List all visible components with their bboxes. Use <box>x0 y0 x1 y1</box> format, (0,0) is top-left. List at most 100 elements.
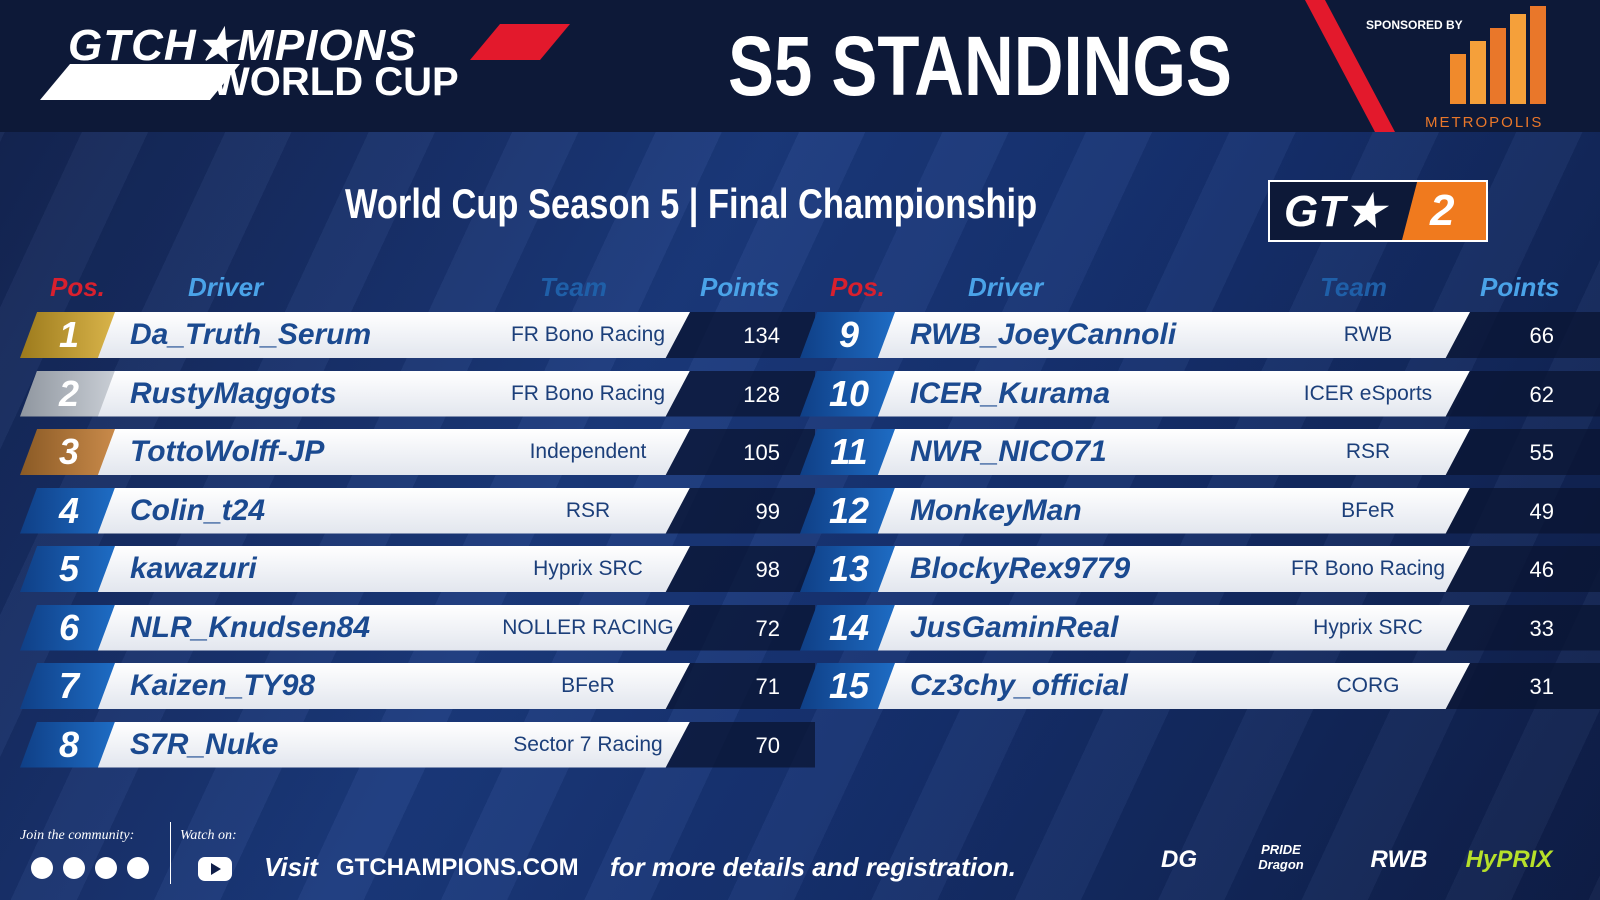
driver-band <box>82 312 690 358</box>
position-tab <box>800 487 895 534</box>
points: 105 <box>743 440 780 465</box>
team-name: FR Bono Racing <box>1290 557 1446 580</box>
tail-text: for more details and registration. <box>610 852 1016 882</box>
driver-name: S7R_Nuke <box>130 727 279 761</box>
driver-name: RWB_JoeyCannoli <box>910 318 1177 351</box>
position: 8 <box>58 723 80 765</box>
driver-name: MonkeyMan <box>910 493 1082 527</box>
team-name: NOLLER RACING <box>502 615 674 639</box>
logo-line2: WORLD CUP <box>212 60 459 104</box>
points: 49 <box>1529 498 1554 524</box>
points: 128 <box>743 381 780 407</box>
position: 14 <box>828 606 870 648</box>
partner-logo: DG <box>1161 846 1197 873</box>
points: 99 <box>755 498 780 524</box>
position: 7 <box>58 665 80 706</box>
sponsor-label: SPONSORED BY <box>1366 18 1463 32</box>
team-name: BFeR <box>1341 498 1395 522</box>
site-text: GTCHAMPIONS.COM <box>336 854 579 881</box>
visit-text: Visit <box>264 852 318 882</box>
position-tab <box>20 370 115 417</box>
team-name: ICER eSports <box>1303 381 1433 405</box>
position: 12 <box>828 489 870 531</box>
social-icons <box>31 857 232 881</box>
driver-band <box>82 487 690 534</box>
driver-name: ICER_Kurama <box>910 376 1111 410</box>
driver-band <box>862 546 1470 592</box>
sponsor-icon <box>1450 6 1546 104</box>
logo-slash <box>40 64 240 100</box>
position-tab <box>800 429 895 475</box>
driver-name: JusGaminReal <box>910 610 1119 644</box>
driver-name: NWR_NICO71 <box>910 435 1107 468</box>
position: 4 <box>58 489 80 531</box>
column-header: Points <box>700 272 780 302</box>
driver-band <box>862 604 1470 651</box>
driver-band <box>862 663 1470 709</box>
points: 33 <box>1529 615 1554 641</box>
driver-band <box>862 429 1470 475</box>
position: 13 <box>828 548 870 589</box>
driver-name: Colin_t24 <box>130 493 266 527</box>
red-slash <box>1305 0 1395 132</box>
position-tab <box>20 663 115 709</box>
badge-box <box>1402 182 1486 240</box>
divider <box>170 822 171 884</box>
watch-text: Watch on: <box>180 828 237 843</box>
points: 71 <box>755 674 780 699</box>
position-tab <box>20 487 115 534</box>
sponsor-name: METROPOLIS <box>1425 114 1544 131</box>
subtitle: World Cup Season 5 | Final Championship <box>345 180 1038 227</box>
position-tab <box>800 663 895 709</box>
team-name: Hyprix SRC <box>533 557 643 580</box>
position: 2 <box>58 372 80 414</box>
position: 11 <box>830 431 868 472</box>
column-header: Pos. <box>830 272 885 302</box>
driver-name: TottoWolff-JP <box>130 435 325 468</box>
driver-band <box>82 429 690 475</box>
logo-line1: GTCH★MPIONS <box>68 21 417 70</box>
driver-name: kawazuri <box>130 552 257 585</box>
team-name: Sector 7 Racing <box>513 732 663 756</box>
column-header: Team <box>540 272 607 302</box>
points: 62 <box>1529 381 1554 407</box>
column-header: Points <box>1480 272 1560 302</box>
team-name: CORG <box>1336 674 1400 697</box>
points: 66 <box>1529 323 1554 348</box>
position-tab <box>20 429 115 475</box>
team-name: FR Bono Racing <box>510 381 666 405</box>
position-tab <box>800 604 895 651</box>
team-name: BFeR <box>561 674 615 697</box>
driver-band <box>862 487 1470 534</box>
driver-band <box>82 370 690 417</box>
position-tab <box>20 604 115 651</box>
points: 55 <box>1529 440 1554 465</box>
position: 15 <box>828 665 870 706</box>
position: 6 <box>58 606 80 648</box>
team-name: RWB <box>1343 323 1393 346</box>
points: 70 <box>755 732 780 758</box>
position-tab <box>20 546 115 592</box>
driver-name: RustyMaggots <box>130 376 337 410</box>
driver-band <box>82 546 690 592</box>
page-title: S5 STANDINGS <box>728 19 1232 113</box>
position-tab <box>800 546 895 592</box>
team-name: Hyprix SRC <box>1313 615 1423 639</box>
points: 72 <box>755 615 780 641</box>
points: 134 <box>743 323 780 348</box>
driver-band <box>82 604 690 651</box>
driver-band <box>862 370 1470 417</box>
driver-name: NLR_Knudsen84 <box>130 610 371 644</box>
points: 98 <box>755 557 780 582</box>
column-header: Pos. <box>50 272 105 302</box>
logo-flag <box>470 24 570 60</box>
team-name: RSR <box>1345 440 1391 463</box>
driver-name: Da_Truth_Serum <box>130 318 372 351</box>
column-header: Driver <box>188 272 264 302</box>
column-header: Driver <box>968 272 1044 302</box>
driver-band <box>82 721 690 768</box>
column-header: Team <box>1320 272 1387 302</box>
partner-logo: RWB <box>1370 846 1428 873</box>
driver-band <box>862 312 1470 358</box>
